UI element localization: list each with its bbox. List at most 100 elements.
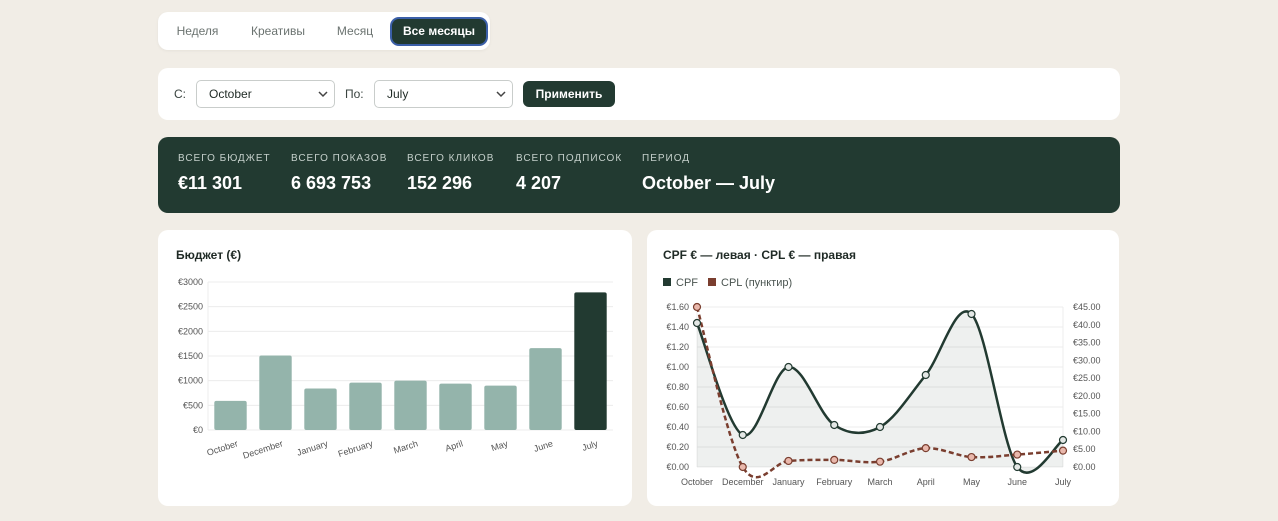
x-tick-label: April — [444, 438, 464, 453]
summary-panel: Всего бюджет €11 301 Всего показов 6 693… — [158, 137, 1120, 213]
y-left-tick-label: €1.60 — [666, 302, 689, 312]
x-tick-label: February — [816, 477, 853, 487]
y-right-tick-label: €35.00 — [1073, 338, 1101, 348]
cpl-point-march — [875, 457, 885, 466]
stat-value: October — July — [642, 173, 776, 193]
y-left-tick-label: €1.20 — [666, 342, 689, 352]
cpl-point-february — [830, 455, 839, 464]
stat-value: 152 296 — [407, 173, 473, 193]
y-left-tick-label: €1.00 — [666, 362, 689, 372]
stat-value: 4 207 — [516, 173, 562, 193]
y-left-tick-label: €0.00 — [666, 462, 689, 472]
cpf-point-july — [1058, 435, 1068, 445]
y-tick-label: €1500 — [178, 351, 203, 361]
legend-label: CPL (пунктир) — [721, 277, 793, 289]
x-tick-label: January — [296, 438, 330, 458]
cpf-point-january — [784, 362, 793, 372]
cpf-area — [697, 311, 1063, 473]
x-tick-label: May — [490, 438, 510, 453]
bar-april — [439, 383, 472, 430]
period-tabs: Неделя Креативы Месяц Все месяцы — [158, 12, 490, 50]
stat-total-budget: Всего бюджет €11 301 — [178, 153, 271, 194]
cpl-point-january — [784, 456, 793, 466]
legend-label: CPF — [676, 277, 698, 289]
cpl-point-may — [967, 452, 976, 462]
x-tick-label: March — [392, 438, 419, 455]
cpf-point-march — [875, 422, 885, 432]
x-tick-label: June — [532, 438, 554, 454]
bar-january — [304, 388, 337, 430]
x-tick-label: July — [1055, 477, 1072, 487]
y-left-tick-label: €0.60 — [666, 402, 689, 412]
legend-swatch — [708, 278, 716, 286]
bar-june — [529, 348, 562, 430]
y-right-tick-label: €30.00 — [1073, 355, 1101, 365]
from-month-select[interactable]: October — [196, 80, 335, 108]
cpf-point-may — [967, 309, 976, 319]
cpl-point-october — [692, 302, 702, 312]
x-tick-label: October — [681, 477, 713, 487]
from-label: С: — [174, 87, 186, 101]
x-tick-label: July — [581, 438, 600, 453]
stat-label: Всего подписок — [516, 153, 623, 164]
legend-item-cpl: CPL (пунктир) — [708, 277, 792, 289]
legend-item-cpf: CPF — [663, 277, 698, 289]
chevron-down-icon — [318, 91, 328, 98]
y-right-tick-label: €25.00 — [1073, 373, 1101, 383]
y-tick-label: €2500 — [178, 302, 203, 312]
y-right-tick-label: €20.00 — [1073, 391, 1101, 401]
tab-week[interactable]: Неделя — [176, 24, 219, 38]
y-right-tick-label: €45.00 — [1073, 302, 1101, 312]
cpf-point-december — [738, 430, 747, 440]
bar-july — [574, 292, 607, 430]
y-tick-label: €2000 — [178, 326, 203, 336]
date-range-filter: С: October По: July Применить — [158, 68, 1120, 120]
cpf-cpl-line-chart: €0.00 €0.20 €0.40 €0.60 €0.80 €1.00 €1.20 €1.40… — [666, 302, 1101, 487]
stat-label: Всего показов — [291, 153, 388, 164]
cpf-point-april — [921, 370, 930, 380]
stat-period: Период October — July — [642, 153, 775, 194]
bar-may — [484, 385, 517, 430]
budget-chart-card: Бюджет (€) €0 €500 €1000 €1500 €2000 €2500 €30… — [158, 230, 632, 506]
y-right-tick-label: €10.00 — [1073, 426, 1101, 436]
cpf-point-june — [1013, 462, 1022, 472]
bar-march — [394, 380, 427, 430]
x-tick-label: May — [963, 477, 981, 487]
y-left-tick-label: €0.40 — [666, 422, 689, 432]
y-tick-label: €3000 — [178, 277, 203, 287]
from-month-value: October — [209, 87, 252, 101]
stat-total-impressions: Всего показов 6 693 753 — [291, 153, 387, 194]
bar-october — [214, 400, 247, 430]
x-tick-label: December — [242, 438, 285, 460]
cpl-point-june — [1013, 450, 1022, 459]
y-tick-label: €1000 — [178, 376, 203, 386]
x-tick-label: January — [772, 477, 805, 487]
legend-swatch — [663, 278, 671, 286]
y-tick-label: €500 — [183, 400, 203, 410]
x-tick-label: October — [206, 438, 240, 457]
y-right-tick-label: €5.00 — [1073, 444, 1096, 454]
stat-total-subscriptions: Всего подписок 4 207 — [516, 153, 622, 194]
cpl-point-april — [921, 444, 930, 453]
stat-total-clicks: Всего кликов 152 296 — [407, 153, 494, 194]
apply-button[interactable]: Применить — [523, 81, 615, 107]
to-month-select[interactable]: July — [374, 80, 513, 108]
stat-label: Всего кликов — [407, 153, 495, 164]
x-tick-label: March — [867, 477, 892, 487]
cpf-point-october — [692, 318, 702, 328]
stat-label: Период — [642, 153, 691, 164]
y-left-tick-label: €0.20 — [666, 442, 689, 452]
chevron-down-icon — [496, 91, 506, 98]
chart-title: CPF € — левая · CPL € — правая — [663, 248, 856, 262]
to-label: По: — [345, 87, 364, 101]
tab-creatives[interactable]: Креативы — [251, 24, 305, 38]
tab-all-months[interactable]: Все месяцы — [392, 19, 486, 44]
budget-bar-chart: €0 €500 €1000 €1500 €2000 €2500 €3000 October De… — [178, 277, 613, 461]
cpf-point-february — [830, 420, 839, 430]
bar-february — [349, 382, 382, 430]
to-month-value: July — [387, 87, 409, 101]
x-tick-label: June — [1007, 477, 1027, 487]
tab-month[interactable]: Месяц — [336, 24, 374, 38]
x-tick-label: December — [722, 477, 764, 487]
x-tick-label: February — [337, 438, 375, 459]
